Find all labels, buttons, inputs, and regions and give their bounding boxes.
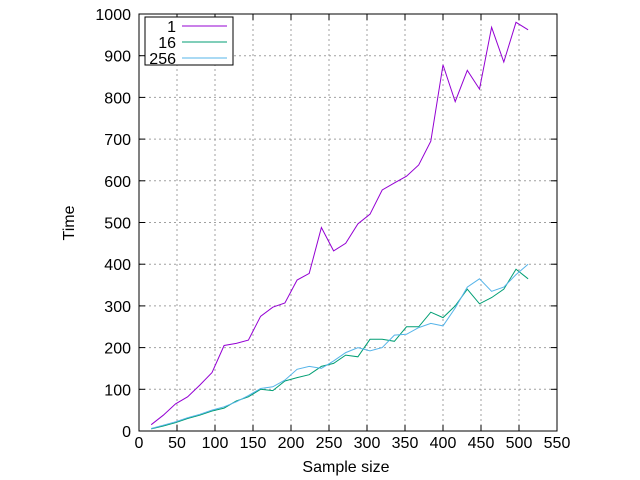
series-line-1 [150,21,529,426]
x-axis-label: Sample size [302,459,389,476]
y-axis-label: Time [61,205,78,240]
y-tick-label: 1000 [95,7,131,24]
y-tick-label: 900 [104,49,131,66]
x-tick-label: 150 [240,435,267,452]
y-tick-label: 600 [104,174,131,191]
y-tick-label: 100 [104,382,131,399]
x-tick-label: 400 [430,435,457,452]
legend-box [144,16,234,66]
y-tick-label: 300 [104,299,131,316]
x-tick-label: 500 [506,435,533,452]
x-tick-label: 0 [135,435,144,452]
y-tick-label: 0 [122,424,131,441]
series-line-16 [151,268,529,430]
x-tick-label: 550 [544,435,571,452]
x-tick-label: 100 [202,435,229,452]
axis-layer: 0 50 100 150 200 250 300 350 400 450 500 550 0 100 200… [95,7,570,452]
y-tick-label: 400 [104,257,131,274]
x-tick-label: 450 [468,435,495,452]
legend-label-16: 16 [158,35,176,52]
series-layer [150,21,529,430]
y-tick-label: 200 [104,341,131,358]
x-tick-label: 200 [278,435,305,452]
x-tick-label: 250 [316,435,343,452]
legend-label-256: 256 [149,51,176,68]
x-tick-label: 300 [354,435,381,452]
y-tick-label: 500 [104,216,131,233]
y-tick-label: 700 [104,132,131,149]
grid-layer [139,14,557,431]
legend-label-1: 1 [167,19,176,36]
y-tick-label: 800 [104,90,131,107]
series-line-256 [151,263,529,429]
x-tick-label: 50 [168,435,186,452]
x-tick-label: 350 [392,435,419,452]
